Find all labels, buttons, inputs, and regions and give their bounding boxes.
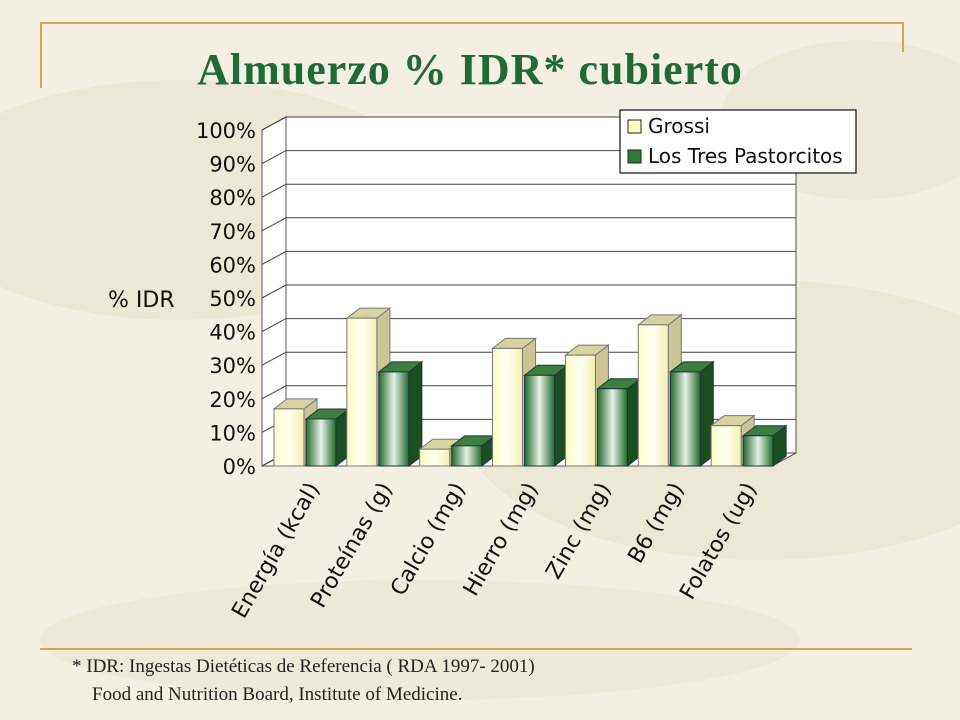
bar-los-tres-pastorcitos: [450, 434, 497, 468]
bar-front: [273, 408, 305, 467]
bar-front: [710, 425, 742, 467]
x-category-label: Calcio (mg): [386, 479, 471, 601]
y-tick-label: 40%: [209, 321, 256, 345]
bar-front: [492, 347, 524, 467]
right-border-line: [902, 22, 904, 52]
legend-box: [619, 109, 857, 174]
y-tick-label: 30%: [209, 354, 256, 378]
bar-front: [305, 418, 337, 467]
gridline: [261, 250, 796, 265]
footnote-line-2: Food and Nutrition Board, Institute of M…: [92, 684, 463, 705]
x-category-label: Zinc (mg): [542, 479, 617, 584]
bar-los-tres-pastorcitos: [523, 364, 570, 468]
footnote-line-1: * IDR: Ingestas Dietéticas de Referencia…: [72, 656, 535, 677]
y-tick-label: 90%: [209, 153, 256, 177]
bar-front: [564, 354, 596, 467]
bar-front: [742, 435, 774, 467]
gridline: [261, 183, 796, 198]
top-border-line: [40, 22, 904, 24]
x-category-label: Folatos (ug): [675, 479, 762, 605]
gridline: [261, 284, 796, 299]
bar-front: [596, 388, 628, 467]
bar-front: [669, 371, 701, 467]
bar-los-tres-pastorcitos: [668, 360, 715, 468]
y-tick-label: 80%: [209, 186, 256, 210]
y-tick-label: 70%: [209, 220, 256, 244]
legend-swatch-grossi: [627, 119, 642, 134]
y-tick-label: 10%: [209, 421, 256, 445]
gridline: [261, 318, 796, 333]
legend-label: Grossi: [648, 114, 710, 138]
left-border-line: [40, 22, 42, 88]
bar-los-tres-pastorcitos: [304, 407, 351, 468]
bar-front: [637, 324, 669, 467]
bar-los-tres-pastorcitos: [595, 377, 642, 468]
bar-front: [346, 317, 378, 467]
y-tick-label: 0%: [223, 455, 256, 479]
gridline: [261, 217, 796, 232]
legend-label: Los Tres Pastorcitos: [648, 144, 843, 168]
bar-front: [419, 448, 451, 467]
x-category-label: B6 (mg): [624, 479, 690, 568]
y-tick-label: 60%: [209, 253, 256, 277]
bar-grossi: [491, 337, 538, 468]
y-axis-label: % IDR: [108, 288, 175, 313]
bottom-border-line: [40, 648, 912, 650]
bar-front: [524, 374, 556, 467]
slide-title: Almuerzo % IDR* cubierto: [197, 45, 743, 94]
legend-swatch-los-tres-pastorcitos: [627, 149, 642, 164]
legend: Grossi Los Tres Pastorcitos: [619, 109, 857, 174]
gridline: [261, 351, 796, 366]
bar-front: [378, 371, 410, 467]
y-tick-label: 100%: [196, 119, 256, 143]
bar-front: [451, 445, 483, 467]
y-tick-label: 20%: [209, 388, 256, 412]
x-category-label: Hierro (mg): [459, 479, 544, 601]
bar-los-tres-pastorcitos: [741, 424, 788, 468]
bar-los-tres-pastorcitos: [377, 360, 424, 468]
y-tick-label: 50%: [209, 287, 256, 311]
